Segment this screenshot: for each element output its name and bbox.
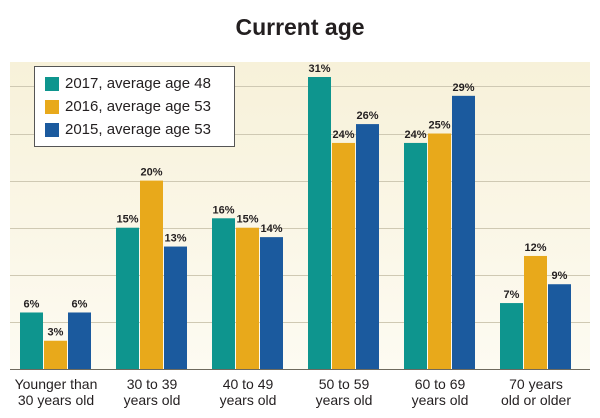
x-tick-label: 30 to 39	[127, 376, 178, 392]
bar	[260, 237, 283, 369]
data-label: 13%	[164, 233, 186, 245]
x-tick-label: years old	[316, 392, 373, 408]
legend-item: 2015, average age 53	[45, 118, 234, 141]
bar	[524, 255, 547, 369]
x-tick-label: years old	[220, 392, 277, 408]
bar	[332, 142, 355, 369]
legend-swatch	[45, 122, 59, 137]
bar	[44, 340, 67, 369]
bar	[500, 303, 523, 369]
data-label: 15%	[236, 214, 258, 226]
x-tick-label: Younger than	[15, 376, 98, 392]
x-tick-label: 40 to 49	[223, 376, 274, 392]
bar	[212, 218, 235, 369]
x-tick-label: 70 years	[509, 376, 563, 392]
data-label: 24%	[404, 129, 426, 141]
data-label: 3%	[48, 327, 64, 339]
legend-item: 2017, average age 48	[45, 72, 234, 95]
bar	[20, 312, 43, 369]
bar	[236, 227, 259, 369]
x-tick-label: 50 to 59	[319, 376, 370, 392]
bar	[356, 124, 379, 369]
data-label: 9%	[552, 270, 568, 282]
legend-label: 2015, average age 53	[65, 121, 211, 138]
data-label: 26%	[356, 110, 378, 122]
data-label: 16%	[212, 204, 234, 216]
legend-label: 2016, average age 53	[65, 98, 211, 115]
data-label: 14%	[260, 223, 282, 235]
data-label: 6%	[24, 298, 40, 310]
legend-item: 2016, average age 53	[45, 95, 234, 118]
data-label: 7%	[504, 289, 520, 301]
data-label: 20%	[140, 167, 162, 179]
x-tick-label: 60 to 69	[415, 376, 466, 392]
bar	[548, 284, 571, 369]
bar	[68, 312, 91, 369]
bar	[404, 142, 427, 369]
x-tick-label: years old	[124, 392, 181, 408]
data-label: 25%	[428, 120, 450, 132]
data-label: 29%	[452, 82, 474, 94]
bar	[140, 180, 163, 369]
data-label: 15%	[116, 214, 138, 226]
x-tick-label: years old	[412, 392, 469, 408]
bar	[428, 133, 451, 369]
data-labels: 6%3%6%15%20%13%16%15%14%31%24%26%24%25%2…	[24, 63, 568, 339]
chart-title: Current age	[235, 14, 365, 40]
legend-label: 2017, average age 48	[65, 75, 211, 92]
bar	[308, 77, 331, 369]
bar	[164, 246, 187, 369]
bars	[20, 77, 571, 369]
x-tick-label: old or older	[501, 392, 571, 408]
data-label: 12%	[524, 242, 546, 254]
data-label: 31%	[308, 63, 330, 75]
data-label: 24%	[332, 129, 354, 141]
x-tick-label: 30 years old	[18, 392, 94, 408]
bar	[116, 227, 139, 369]
data-label: 6%	[72, 298, 88, 310]
bar	[452, 95, 475, 369]
legend-swatch	[45, 76, 59, 91]
legend-swatch	[45, 99, 59, 114]
legend: 2017, average age 48 2016, average age 5…	[34, 66, 235, 147]
